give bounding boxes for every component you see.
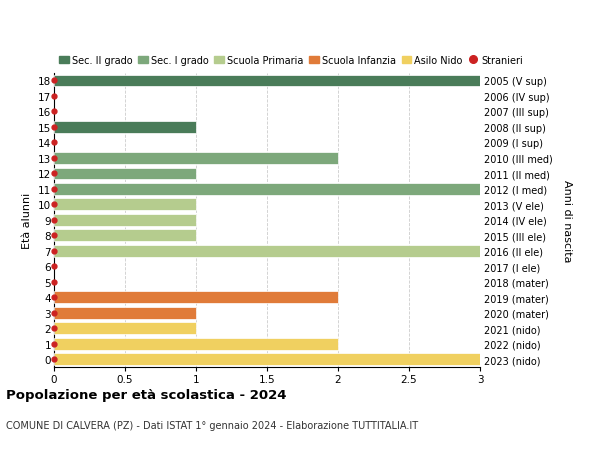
Bar xyxy=(54,323,196,334)
Bar xyxy=(54,246,480,257)
Legend: Sec. II grado, Sec. I grado, Scuola Primaria, Scuola Infanzia, Asilo Nido, Stran: Sec. II grado, Sec. I grado, Scuola Prim… xyxy=(59,56,523,66)
Bar xyxy=(54,168,196,180)
Bar xyxy=(54,338,338,350)
Bar xyxy=(54,214,196,226)
Bar xyxy=(54,230,196,241)
Bar xyxy=(54,199,196,211)
Bar xyxy=(54,292,338,303)
Text: Popolazione per età scolastica - 2024: Popolazione per età scolastica - 2024 xyxy=(6,388,287,401)
Bar xyxy=(54,75,480,87)
Y-axis label: Età alunni: Età alunni xyxy=(22,192,32,248)
Bar xyxy=(54,153,338,164)
Bar xyxy=(54,184,480,195)
Text: COMUNE DI CALVERA (PZ) - Dati ISTAT 1° gennaio 2024 - Elaborazione TUTTITALIA.IT: COMUNE DI CALVERA (PZ) - Dati ISTAT 1° g… xyxy=(6,420,418,430)
Bar xyxy=(54,307,196,319)
Bar xyxy=(54,354,480,365)
Bar xyxy=(54,122,196,134)
Y-axis label: Anni di nascita: Anni di nascita xyxy=(562,179,572,262)
